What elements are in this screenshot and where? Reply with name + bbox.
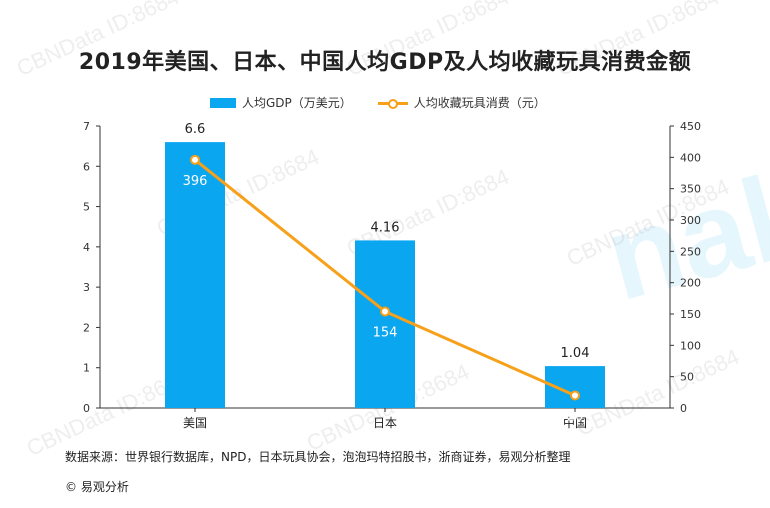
y-tick-label-left: 0 (83, 402, 90, 415)
line-data-label: 396 (183, 174, 208, 189)
x-tick-label: 中国 (563, 415, 587, 430)
y-tick-label-right: 250 (680, 245, 701, 258)
y-tick-label-left: 2 (83, 321, 90, 334)
bar (165, 142, 225, 408)
y-tick-label-left: 3 (83, 281, 90, 294)
legend-swatch-line (377, 98, 408, 109)
legend-label-line: 人均收藏玩具消费（元） (413, 96, 546, 110)
y-tick-label-right: 0 (680, 402, 687, 415)
y-tick-label-left: 5 (83, 201, 90, 214)
y-tick-label-right: 200 (680, 277, 701, 290)
bar-data-label: 1.04 (561, 346, 590, 361)
x-tick-label: 日本 (373, 416, 397, 430)
y-tick-label-right: 50 (680, 371, 694, 384)
line-point (190, 154, 200, 165)
y-tick-label-right: 300 (680, 214, 701, 227)
legend-swatch-bar (210, 97, 236, 108)
y-tick-label-right: 350 (680, 183, 701, 196)
line-data-label: 20 (567, 409, 584, 424)
x-tick-label: 美国 (183, 416, 207, 430)
bar (355, 240, 415, 408)
bar-data-label: 6.6 (185, 122, 206, 137)
legend: 人均GDP（万美元） 人均收藏玩具消费（元） (210, 94, 546, 111)
line-point (570, 390, 580, 401)
y-tick-label-right: 150 (680, 308, 701, 321)
line-point (380, 306, 390, 317)
chart-title: 2019年美国、日本、中国人均GDP及人均收藏玩具消费金额 (78, 50, 692, 75)
legend-item-line: 人均收藏玩具消费（元） (377, 94, 546, 111)
y-tick-label-left: 6 (83, 160, 90, 173)
y-tick-label-left: 4 (83, 241, 90, 254)
y-tick-label-left: 7 (83, 120, 90, 133)
copyright-footer: © 易观分析 (65, 480, 129, 494)
legend-item-bar: 人均GDP（万美元） (210, 94, 352, 111)
line-data-label: 154 (373, 325, 398, 340)
y-tick-label-right: 100 (680, 339, 701, 352)
y-tick-label-left: 1 (83, 362, 90, 375)
y-tick-label-right: 450 (680, 120, 701, 133)
y-tick-label-right: 400 (680, 151, 701, 164)
source-note: 数据来源：世界银行数据库，NPD，日本玩具协会，泡泡玛特招股书，浙商证券，易观分… (65, 450, 571, 464)
bar-data-label: 4.16 (371, 220, 400, 235)
legend-label-bar: 人均GDP（万美元） (242, 96, 352, 110)
